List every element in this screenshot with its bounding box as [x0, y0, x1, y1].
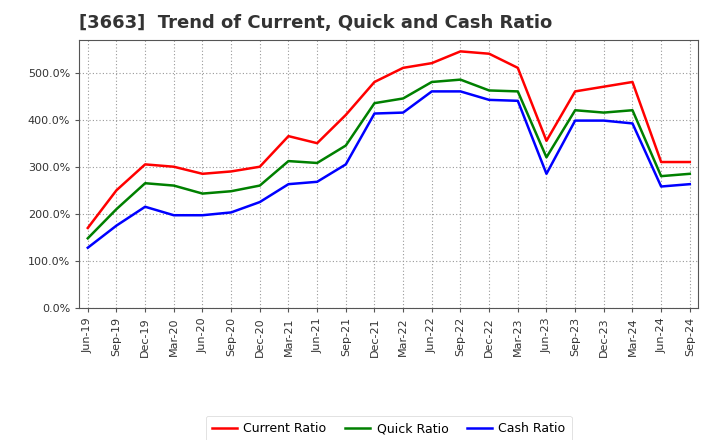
Cash Ratio [571, 118, 580, 123]
Cash Ratio [685, 182, 694, 187]
Quick Ratio [284, 158, 293, 164]
Quick Ratio [370, 100, 379, 106]
Quick Ratio [485, 88, 493, 93]
Cash Ratio [456, 89, 465, 94]
Current Ratio [84, 225, 92, 231]
Current Ratio [312, 140, 321, 146]
Current Ratio [600, 84, 608, 89]
Current Ratio [571, 89, 580, 94]
Quick Ratio [256, 183, 264, 188]
Current Ratio [141, 162, 150, 167]
Cash Ratio [169, 213, 178, 218]
Cash Ratio [141, 204, 150, 209]
Current Ratio [399, 65, 408, 70]
Cash Ratio [256, 199, 264, 205]
Quick Ratio [542, 155, 551, 160]
Current Ratio [485, 51, 493, 56]
Quick Ratio [600, 110, 608, 115]
Current Ratio [112, 187, 121, 193]
Cash Ratio [399, 110, 408, 115]
Current Ratio [370, 79, 379, 84]
Current Ratio [227, 169, 235, 174]
Cash Ratio [657, 184, 665, 189]
Text: [3663]  Trend of Current, Quick and Cash Ratio: [3663] Trend of Current, Quick and Cash … [79, 15, 552, 33]
Current Ratio [169, 164, 178, 169]
Current Ratio [198, 171, 207, 176]
Quick Ratio [84, 236, 92, 241]
Quick Ratio [628, 108, 636, 113]
Cash Ratio [485, 97, 493, 103]
Quick Ratio [428, 79, 436, 84]
Line: Cash Ratio: Cash Ratio [88, 92, 690, 248]
Legend: Current Ratio, Quick Ratio, Cash Ratio: Current Ratio, Quick Ratio, Cash Ratio [206, 416, 572, 440]
Current Ratio [657, 159, 665, 165]
Quick Ratio [456, 77, 465, 82]
Current Ratio [513, 65, 522, 70]
Quick Ratio [685, 171, 694, 176]
Cash Ratio [198, 213, 207, 218]
Cash Ratio [542, 171, 551, 176]
Line: Current Ratio: Current Ratio [88, 51, 690, 228]
Cash Ratio [513, 98, 522, 103]
Cash Ratio [84, 245, 92, 250]
Cash Ratio [341, 162, 350, 167]
Cash Ratio [428, 89, 436, 94]
Quick Ratio [169, 183, 178, 188]
Cash Ratio [628, 121, 636, 126]
Current Ratio [428, 61, 436, 66]
Current Ratio [284, 133, 293, 139]
Quick Ratio [141, 180, 150, 186]
Current Ratio [341, 112, 350, 117]
Current Ratio [628, 79, 636, 84]
Current Ratio [542, 138, 551, 143]
Current Ratio [456, 49, 465, 54]
Cash Ratio [112, 223, 121, 228]
Quick Ratio [513, 89, 522, 94]
Quick Ratio [657, 173, 665, 179]
Quick Ratio [571, 108, 580, 113]
Current Ratio [256, 164, 264, 169]
Quick Ratio [399, 96, 408, 101]
Quick Ratio [312, 160, 321, 165]
Quick Ratio [341, 143, 350, 148]
Cash Ratio [312, 179, 321, 184]
Cash Ratio [600, 118, 608, 123]
Current Ratio [685, 159, 694, 165]
Quick Ratio [227, 189, 235, 194]
Cash Ratio [370, 111, 379, 116]
Quick Ratio [112, 206, 121, 212]
Quick Ratio [198, 191, 207, 196]
Cash Ratio [227, 210, 235, 215]
Cash Ratio [284, 182, 293, 187]
Line: Quick Ratio: Quick Ratio [88, 80, 690, 238]
